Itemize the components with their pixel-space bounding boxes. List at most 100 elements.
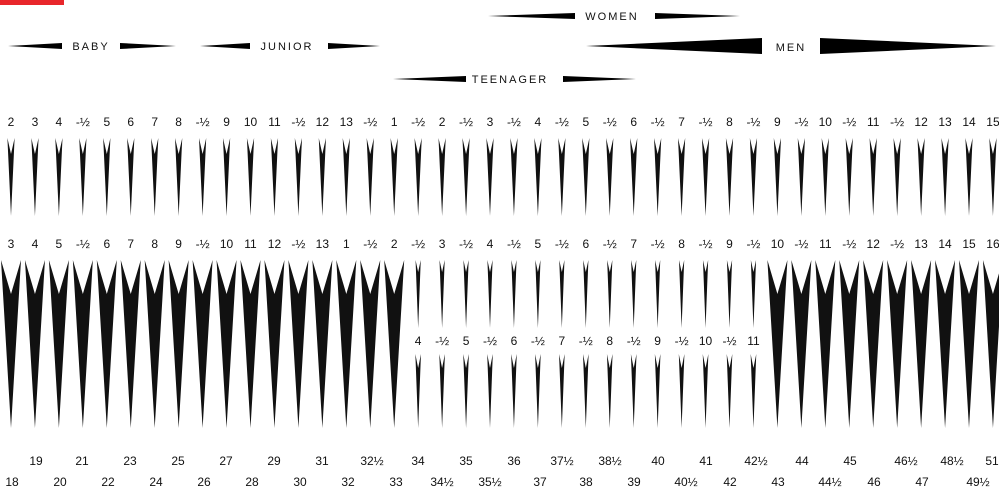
row2-size-label: 13 xyxy=(316,237,330,251)
eu-size-label: 51 xyxy=(985,454,999,468)
row2-size-label: 8 xyxy=(678,237,685,251)
row1-size-tick xyxy=(869,138,877,216)
women-left-arrow xyxy=(488,13,575,19)
row1-size-label: -½ xyxy=(699,115,713,129)
row1-size-label: 10 xyxy=(819,115,833,129)
row2-size-label: 12 xyxy=(867,237,881,251)
row2-size-tick xyxy=(240,260,261,428)
eu-size-label: 47 xyxy=(915,475,929,489)
row1-size-label: 5 xyxy=(103,115,110,129)
row2-size-label: 3 xyxy=(439,237,446,251)
row1-size-tick xyxy=(414,138,422,216)
eu-size-label: 45 xyxy=(843,454,857,468)
women-label: WOMEN xyxy=(585,11,638,23)
row3-size-label: 11 xyxy=(747,334,760,348)
row2-size-label: 10 xyxy=(771,237,785,251)
row2-size-label: 11 xyxy=(244,237,257,251)
eu-size-label: 44 xyxy=(795,454,809,468)
eu-size-label: 42½ xyxy=(744,454,767,468)
row1-size-tick xyxy=(965,138,973,216)
row2-size-tick xyxy=(887,260,908,428)
row1-size-tick xyxy=(342,138,350,216)
row2-size-label: -½ xyxy=(507,237,521,251)
row2-size-tick xyxy=(439,260,445,328)
row1-size-tick xyxy=(7,138,15,216)
row2-size-tick xyxy=(1,260,21,428)
group-women: WOMEN xyxy=(488,11,740,23)
eu-size-label: 49½ xyxy=(966,475,989,489)
row1-size-label: 13 xyxy=(340,115,354,129)
row1-size-label: -½ xyxy=(794,115,808,129)
row3-size-tick xyxy=(463,354,469,428)
group-baby: BABY xyxy=(8,41,176,53)
row1-size-tick xyxy=(270,138,279,216)
row1-size-tick xyxy=(127,138,135,216)
row1-size-label: 7 xyxy=(151,115,158,129)
row1-size-label: 2 xyxy=(439,115,446,129)
eu-size-label: 26 xyxy=(197,475,211,489)
teenager-label: TEENAGER xyxy=(472,74,549,86)
row2-size-label: 10 xyxy=(220,237,234,251)
row1-size-label: 4 xyxy=(56,115,63,129)
eu-size-label: 28 xyxy=(245,475,259,489)
eu-size-label: 20 xyxy=(53,475,67,489)
row2-size-label: 2 xyxy=(391,237,398,251)
group-men: MEN xyxy=(586,38,996,54)
eu-size-label: 37½ xyxy=(550,454,573,468)
row2-size-tick xyxy=(935,260,956,428)
eu-size-label: 40½ xyxy=(674,475,697,489)
row2-size-label: 15 xyxy=(962,237,976,251)
row2-size-tick xyxy=(702,260,709,328)
row2-size-label: -½ xyxy=(196,237,210,251)
row3-size-tick xyxy=(678,354,685,428)
row2-size-tick xyxy=(982,260,999,428)
row1-size-tick xyxy=(821,138,829,216)
row1-size-tick xyxy=(725,138,734,216)
row3-size-tick xyxy=(583,354,589,428)
row1-size-tick xyxy=(462,138,470,216)
row2-size-tick xyxy=(72,260,93,428)
row1-size-tick xyxy=(606,138,614,216)
row3-size-label: 9 xyxy=(654,334,661,348)
baby-label: BABY xyxy=(72,41,109,53)
row1-size-label: -½ xyxy=(363,115,377,129)
row2-size-label: -½ xyxy=(411,237,425,251)
row1-size-tick xyxy=(558,138,566,216)
row1-size-tick xyxy=(510,138,518,216)
row1-size-label: 4 xyxy=(535,115,542,129)
row2-size-label: 8 xyxy=(151,237,158,251)
row2-size-tick xyxy=(120,260,141,428)
row2-size-tick xyxy=(264,260,285,428)
eu-size-label: 39 xyxy=(627,475,641,489)
row3-size-label: -½ xyxy=(722,334,736,348)
row1-size-tick xyxy=(893,138,901,216)
row3-size-tick xyxy=(630,354,637,428)
row2-size-tick xyxy=(48,260,69,428)
row1-size-tick xyxy=(79,138,87,216)
junior-right-arrow xyxy=(328,43,380,49)
row1-size-label: 7 xyxy=(678,115,685,129)
teenager-right-arrow xyxy=(563,76,636,82)
row3-ticks: 4 -½ 5 -½ 6 -½ 7 -½ 8 -½ 9 -½ 10 -½ 11 xyxy=(415,334,760,428)
row2-size-tick xyxy=(767,260,788,428)
row2-size-label: -½ xyxy=(746,237,760,251)
row1-size-label: -½ xyxy=(76,115,90,129)
row1-size-label: -½ xyxy=(842,115,856,129)
eu-size-label: 43 xyxy=(771,475,785,489)
eu-size-label: 27 xyxy=(219,454,233,468)
eu-size-label: 29 xyxy=(267,454,281,468)
row3-size-label: 6 xyxy=(511,334,518,348)
row2-size-tick xyxy=(655,260,661,328)
row1-size-label: -½ xyxy=(291,115,305,129)
row3-size-label: 10 xyxy=(699,334,713,348)
row2-size-tick xyxy=(216,260,237,428)
row2-size-label: 7 xyxy=(127,237,134,251)
header-accent xyxy=(0,0,64,5)
row3-size-tick xyxy=(511,354,517,428)
row3-size-tick xyxy=(439,354,445,428)
row3-size-label: -½ xyxy=(675,334,689,348)
row1-size-tick xyxy=(582,138,590,216)
row3-size-tick xyxy=(606,354,613,428)
row2-size-label: -½ xyxy=(603,237,617,251)
row1-size-tick xyxy=(630,138,638,216)
